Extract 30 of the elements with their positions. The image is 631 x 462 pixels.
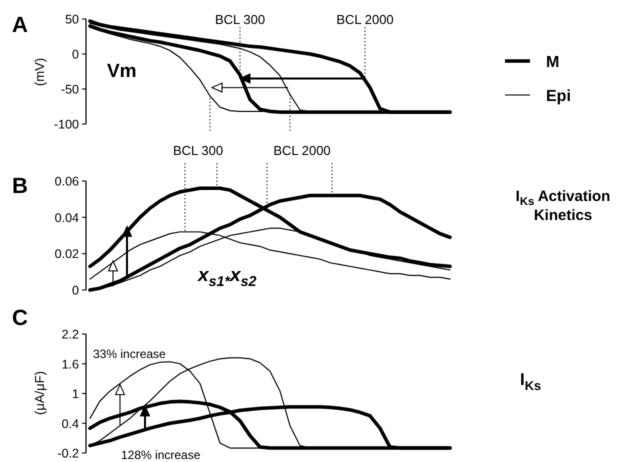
y-tick-label: 0.06 <box>54 174 80 188</box>
text: BCL 300 <box>172 143 224 158</box>
annotation: BCL 2000 <box>336 12 394 27</box>
annotation: x$_{s1*}$x$_{s2}$ <box>197 265 256 290</box>
y-tick-label: -0.2 <box>57 446 80 460</box>
y-axis-title: (μA/μF) <box>32 371 47 415</box>
y-tick-label: 1.6 <box>62 357 80 372</box>
legend-label: Epi <box>546 88 571 105</box>
y-tick-label: 0.02 <box>54 247 80 262</box>
y-tick-label: 50 <box>65 12 80 26</box>
y-axis-title: (mV) <box>32 58 47 86</box>
y-tick-label: -100 <box>54 118 80 132</box>
annotation: Vm <box>107 61 137 82</box>
text: I$_{Ks}$ <box>520 370 542 393</box>
text: BCL 2000 <box>273 143 331 158</box>
text: I$_{Ks}$ Activation Kinetics <box>516 188 610 224</box>
legend-label: M <box>546 54 560 71</box>
y-tick-label: 2.2 <box>62 328 80 342</box>
annotation: 33% increase <box>93 347 166 361</box>
y-tick-label: 0 <box>72 48 80 62</box>
y-tick-label: 1 <box>72 387 80 401</box>
chart-title: A <box>12 12 28 37</box>
y-tick-label: 0 <box>72 284 80 298</box>
chart-title: C <box>12 305 28 330</box>
annotation: BCL 300 <box>214 12 266 27</box>
y-tick-label: 0.04 <box>54 210 80 225</box>
y-tick-label: 0.4 <box>62 416 80 431</box>
annotation: 128% increase <box>121 448 201 462</box>
y-tick-label: -50 <box>60 82 80 96</box>
chart-title: B <box>12 173 28 198</box>
